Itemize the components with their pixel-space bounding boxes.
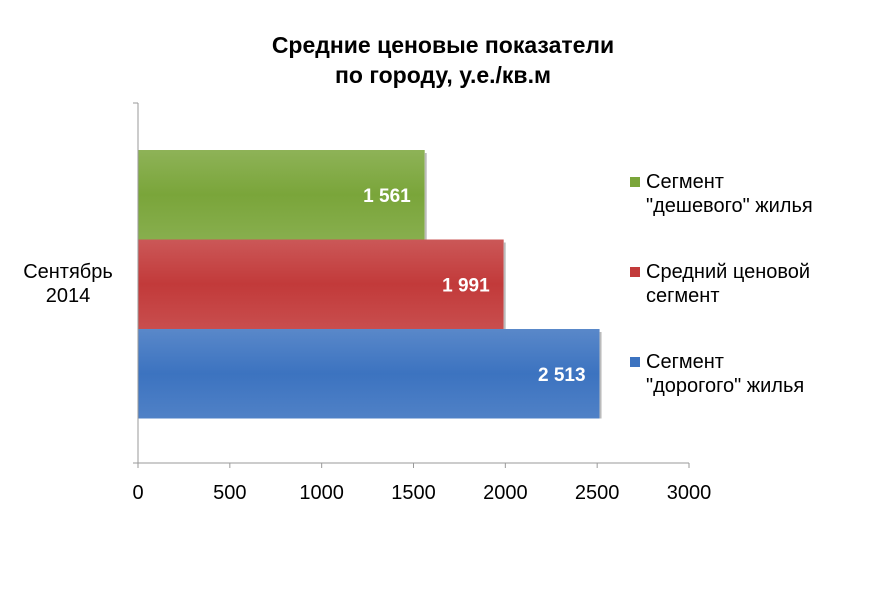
legend-swatch: [630, 357, 640, 367]
bar-shadow: [424, 153, 427, 240]
legend-label-line: Сегмент: [646, 351, 724, 373]
bar-series-1: [138, 150, 425, 240]
legend-swatch: [630, 177, 640, 187]
chart-title: Средние ценовые показатели по городу, у.…: [0, 30, 886, 90]
x-tick-label: 2000: [483, 482, 528, 504]
bar-data-label: 1 561: [363, 186, 411, 207]
bar-series-3: [138, 329, 600, 419]
bar-series-2: [138, 239, 504, 329]
legend-label: Сегмент "дорогого" жилья: [646, 350, 876, 398]
bar-shadow: [503, 242, 506, 329]
chart-title-line-2: по городу, у.е./кв.м: [335, 62, 551, 88]
x-tick-label: 3000: [667, 482, 712, 504]
legend-label-line: сегмент: [646, 285, 720, 307]
x-tick-label: 1000: [299, 482, 344, 504]
bar-shadow: [599, 332, 602, 419]
legend-label: Сегмент "дешевого" жилья: [646, 170, 876, 218]
bar-data-label: 2 513: [538, 365, 586, 386]
legend-label: Средний ценовой сегмент: [646, 260, 876, 308]
bar-data-label: 1 991: [442, 275, 490, 296]
legend-label-line: Средний ценовой: [646, 261, 811, 283]
category-label-line-1: Сентябрь: [23, 261, 113, 283]
x-tick-label: 0: [132, 482, 143, 504]
category-label-line-2: 2014: [45, 285, 91, 307]
legend-label-line: "дорогого" жилья: [646, 375, 805, 397]
legend-label-line: "дешевого" жилья: [646, 195, 813, 217]
legend-label-line: Сегмент: [646, 171, 724, 193]
x-tick-label: 1500: [391, 482, 436, 504]
legend-swatch: [630, 267, 640, 277]
x-tick-label: 500: [213, 482, 246, 504]
category-label: Сентябрь 2014: [8, 260, 128, 308]
x-tick-label: 2500: [575, 482, 620, 504]
chart-title-line-1: Средние ценовые показатели: [271, 32, 615, 58]
